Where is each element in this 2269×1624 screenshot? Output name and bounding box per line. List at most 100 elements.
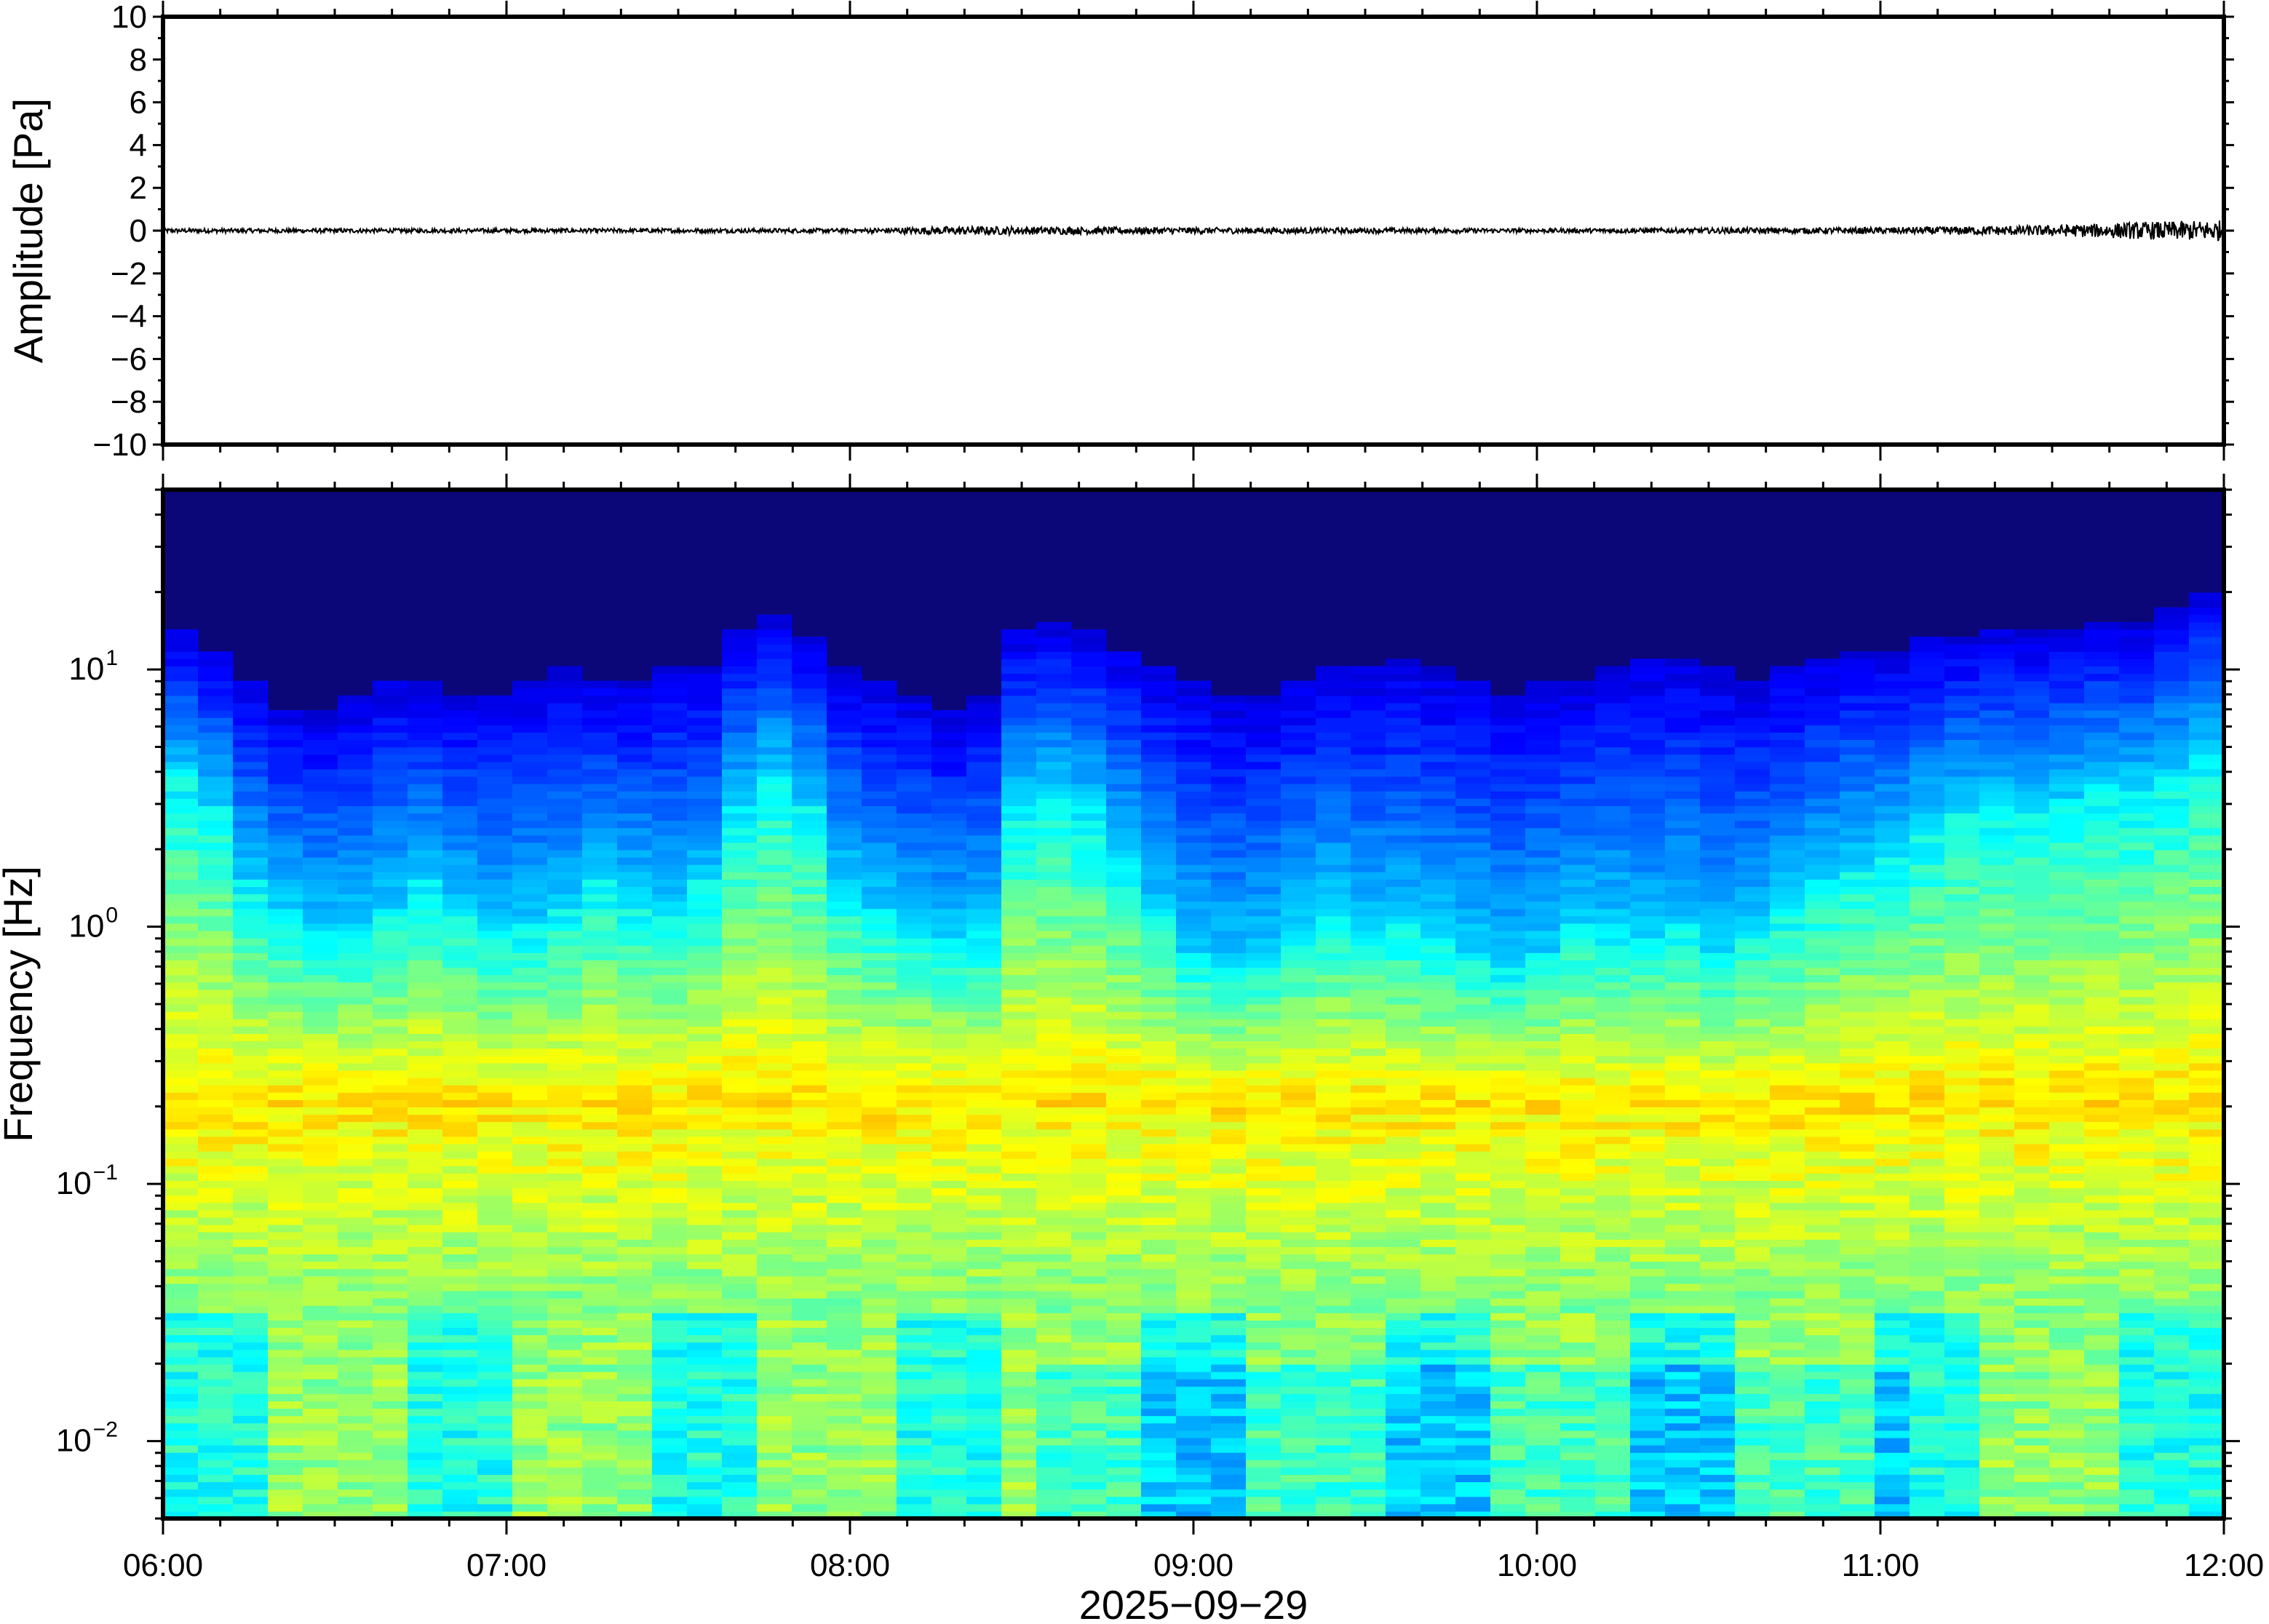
spectrogram-cell [1351,1158,1386,1166]
spectrogram-cell [1316,1195,1351,1203]
spectrogram-cell [1211,849,1247,858]
spectrogram-cell [862,768,897,777]
spectrogram-cell [1490,1121,1526,1130]
spectrogram-cell [163,629,199,637]
spectrogram-cell [1141,1195,1177,1203]
spectrogram-cell [198,1040,234,1049]
spectrogram-cell [1560,1386,1596,1394]
spectrogram-cell [1351,1334,1386,1343]
spectrogram-cell [617,1232,653,1240]
spectrogram-cell [722,923,758,931]
spectrogram-cell [722,1496,758,1505]
spectrogram-cell [582,893,618,902]
spectrogram-cell [792,1048,827,1056]
spectrogram-cell [268,879,303,887]
spectrogram-cell [1490,827,1526,836]
spectrogram-cell [792,1496,827,1505]
spectrogram-cell [1001,1298,1037,1306]
spectrogram-cell [373,805,408,813]
spectrogram-cell [757,621,792,630]
spectrogram-cell [617,996,653,1005]
spectrogram-cell [1525,761,1561,770]
spectrogram-cell [1001,1011,1037,1019]
spectrogram-cell [442,1496,478,1505]
spectrogram-cell [1560,1187,1596,1196]
spectrogram-cell [1595,768,1631,777]
spectrogram-cell [163,1004,199,1012]
spectrogram-cell [757,1283,792,1291]
spectrogram-cell [373,1496,408,1505]
spectrogram-cell [1281,1026,1316,1034]
spectrogram-cell [617,1085,653,1093]
amplitude-y-tick-label: 10 [111,0,147,35]
spectrogram-cell [303,1445,338,1453]
spectrogram-cell [1386,842,1421,851]
spectrogram-cell [827,1019,862,1027]
spectrogram-cell [1141,945,1177,953]
spectrogram-cell [1246,1474,1281,1483]
spectrogram-cell [338,901,373,909]
spectrogram-cell [792,768,827,777]
spectrogram-cell [477,1239,513,1247]
spectrogram-cell [1281,1481,1316,1490]
spectrogram-cell [1106,945,1142,953]
spectrogram-cell [268,1489,303,1497]
spectrogram-cell [722,1048,758,1056]
spectrogram-cell [827,1166,862,1174]
spectrogram-cell [1211,938,1247,946]
spectrogram-cell [1455,717,1491,725]
spectrogram-cell [233,1151,269,1159]
spectrogram-cell [303,857,338,865]
spectrogram-cell [338,996,373,1005]
spectrogram-cell [1595,1379,1631,1387]
spectrogram-cell [198,849,234,858]
spectrogram-cell [792,1290,827,1299]
spectrogram-cell [1281,1268,1316,1277]
spectrogram-cell [1141,820,1177,829]
spectrogram-cell [408,1393,443,1401]
spectrogram-cell [687,1166,723,1174]
spectrogram-cell [1141,901,1177,909]
spectrogram-cell [827,1048,862,1056]
spectrogram-cell [163,1180,199,1189]
spectrogram-cell [408,1011,443,1019]
spectrogram-cell [1141,1048,1177,1056]
spectrogram-cell [1490,1048,1526,1056]
spectrogram-cell [722,1510,758,1518]
spectrogram-cell [338,974,373,983]
spectrogram-cell [547,1379,583,1387]
spectrogram-cell [897,791,932,799]
spectrogram-cell [442,996,478,1005]
spectrogram-cell [442,1099,478,1107]
spectrogram-cell [477,1503,513,1512]
spectrogram-cell [1176,827,1212,836]
spectrogram-cell [617,1445,653,1453]
spectrogram-cell [1281,1136,1316,1145]
spectrogram-cell [1386,1298,1421,1306]
spectrogram-cell [1455,784,1491,792]
spectrogram-cell [862,1143,897,1152]
spectrogram-cell [1106,864,1142,872]
spectrogram-cell [477,1062,513,1071]
spectrogram-cell [1490,1334,1526,1343]
spectrogram-cell [931,827,967,836]
spectrogram-cell [1560,872,1596,880]
spectrogram-cell [1595,791,1631,799]
spectrogram-cell [582,1151,618,1159]
spectrogram-cell [687,931,723,939]
spectrogram-cell [1246,1173,1281,1181]
spectrogram-cell [477,1202,513,1211]
spectrogram-cell [163,967,199,976]
spectrogram-cell [512,1401,548,1409]
spectrogram-cell [373,879,408,887]
spectrogram-cell [1001,1422,1037,1431]
spectrogram-cell [198,1430,234,1438]
spectrogram-cell [303,1401,338,1409]
spectrogram-cell [687,952,723,960]
spectrogram-cell [757,1246,792,1254]
spectrogram-cell [547,857,583,865]
spectrogram-cell [652,798,688,806]
spectrogram-cell [1001,1327,1037,1336]
spectrogram-cell [1211,725,1247,733]
spectrogram-cell [1490,1040,1526,1049]
